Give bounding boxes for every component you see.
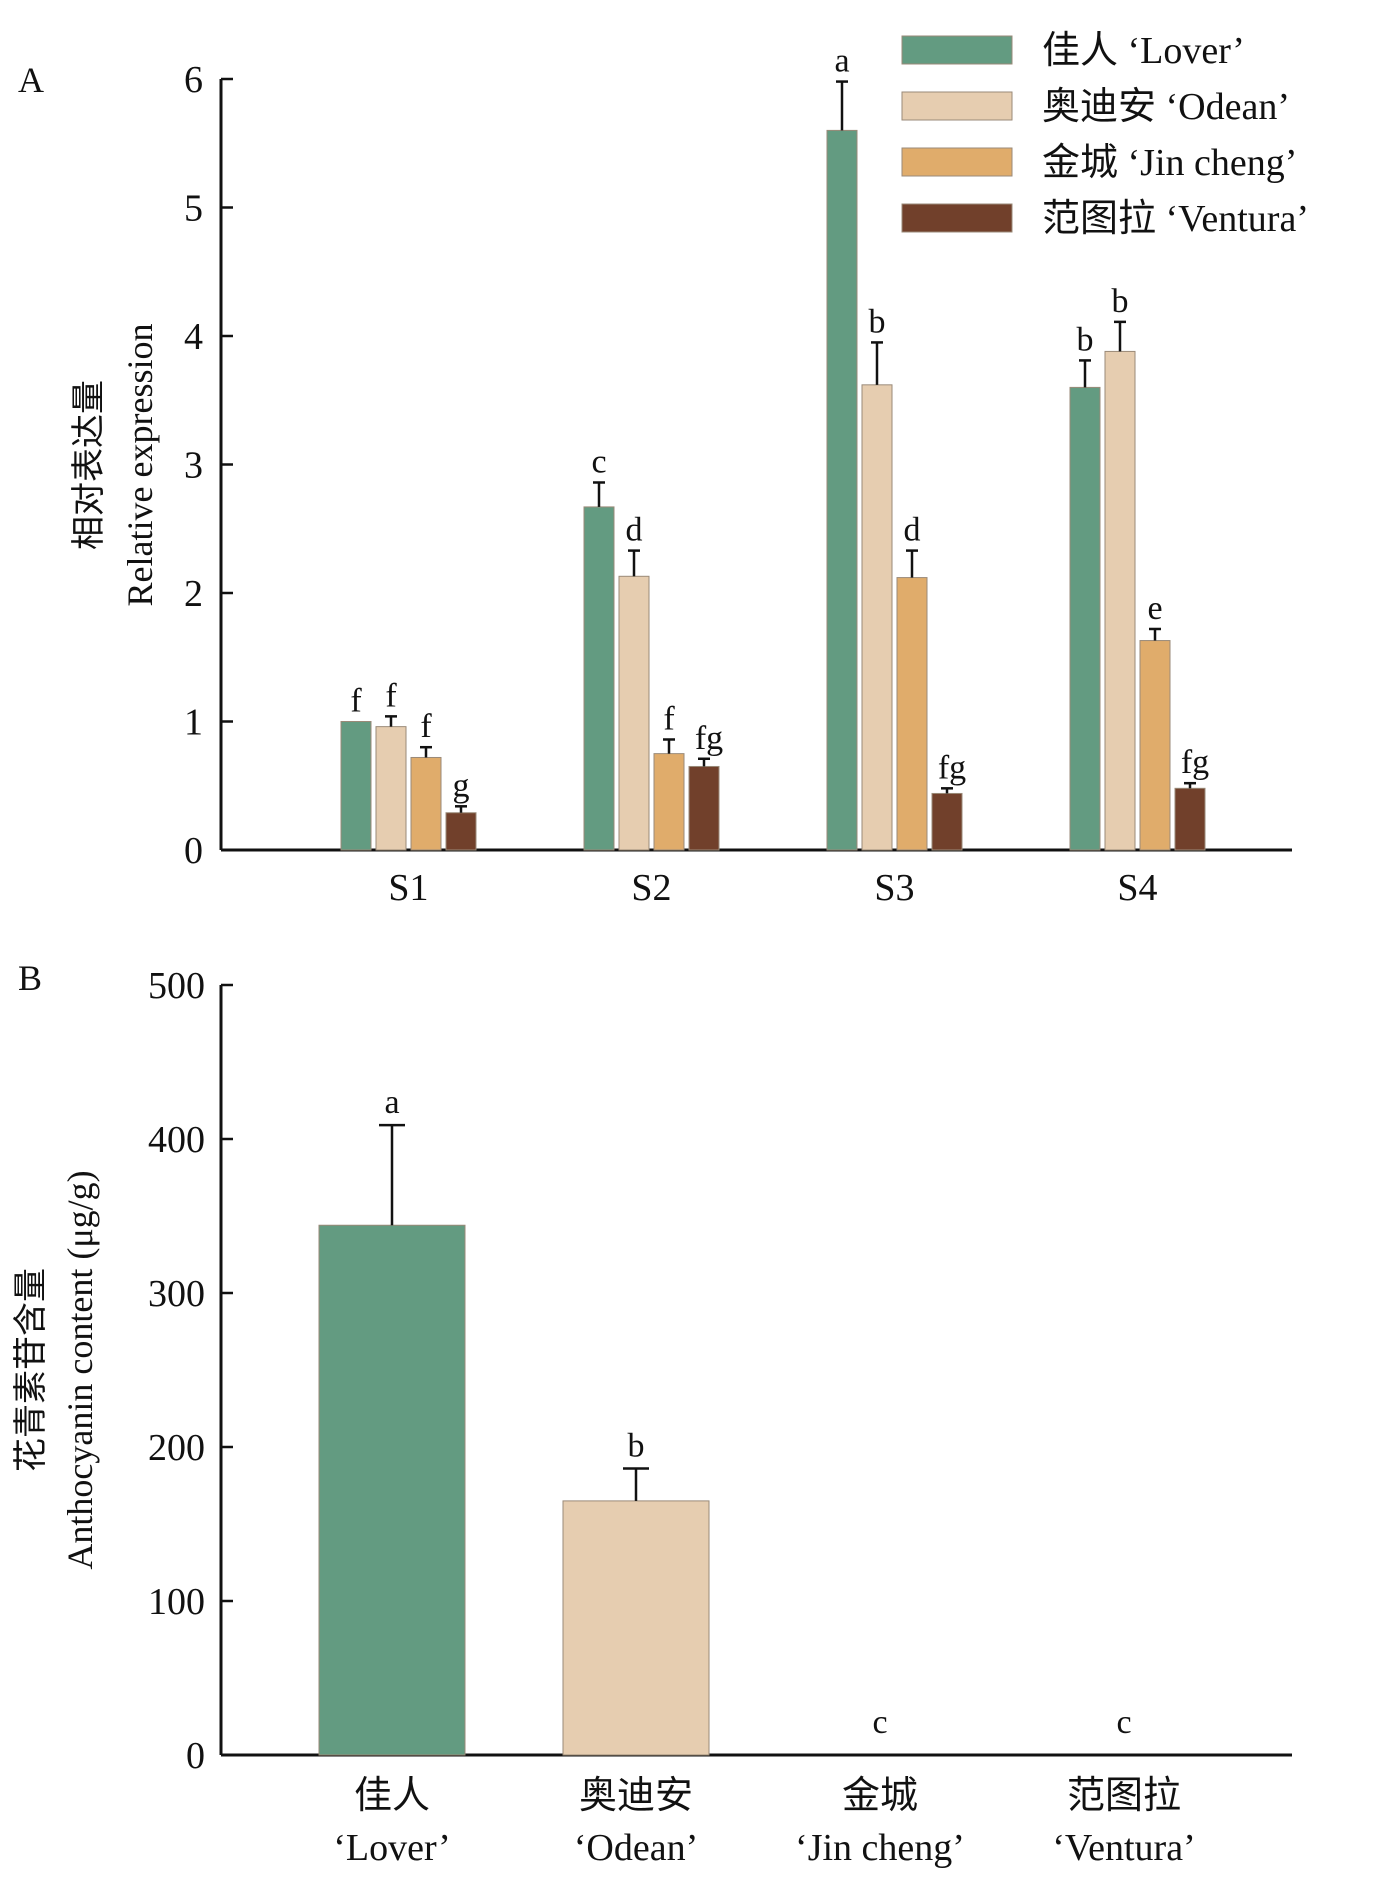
panel-a-bar [653,753,685,851]
panel-a-bar [375,726,407,851]
panel-a-y-tick-label: 2 [184,573,203,615]
legend-label: 范图拉 ‘Ventura’ [1042,198,1309,240]
panel-a-significance-letter: f [385,677,397,714]
panel-a-y-tick-label: 1 [184,702,203,744]
legend-swatch [901,203,1013,233]
panel-a-y-tick-label: 3 [184,445,203,487]
panel-b-significance-letter: b [628,1428,645,1465]
panel-a-bar [445,812,477,851]
panel-a-significance-letter: d [626,512,643,549]
panel-a-legend: 佳人 ‘Lover’ 奥迪安 ‘Odean’ 金城 ‘Jin cheng’ 范图拉 ‘… [901,30,1309,240]
panel-a-bar [861,384,893,851]
panel-b-significance-letter: c [872,1704,887,1741]
panel-a-y-tick-label: 4 [184,316,203,358]
panel-a-x-tick-label: S4 [1117,867,1157,909]
legend-label: 金城 ‘Jin cheng’ [1042,142,1297,184]
panel-a-significance-letter: b [1077,321,1094,358]
panel-b-y-tick-label: 300 [148,1273,205,1315]
panel-a-x-tick-label: S1 [388,867,428,909]
panel-b-significance-letter: a [384,1084,399,1121]
panel-b-significance-letter: c [1116,1704,1131,1741]
panel-a-significance-letter: a [834,43,849,80]
panel-a-significance-letter: fg [1181,744,1209,781]
panel-a-significance-letter: g [453,767,470,804]
panel-b-x-tick-label-en: ‘Lover’ [333,1827,450,1869]
panel-b-ylabel: 花青素苷含量 Anthocyanin content (μg/g) [12,1170,100,1569]
legend-label: 奥迪安 ‘Odean’ [1042,86,1290,128]
panel-a-significance-letter: f [350,683,362,720]
panel-b-y-tick-label: 100 [148,1581,205,1623]
panel-a-bar [688,765,720,851]
legend-swatch [901,147,1013,177]
legend-swatch [901,35,1013,65]
panel-a-y-tick-label: 0 [184,830,203,872]
panel-b-plot: 0 100 200 300 400 500 a 佳人 ‘Lover’ b 奥迪安 ‘Odean’ c 金城… [148,965,1292,1869]
panel-b-x-tick-label-cn: 范图拉 [1067,1775,1181,1817]
panel-b-y-tick-label: 500 [148,965,205,1007]
panel-a-x-tick-label: S2 [631,867,671,909]
panel-b-x-tick-label-cn: 金城 [842,1775,918,1817]
panel-a-y-tick-label: 5 [184,188,203,230]
panel-a-significance-letter: b [869,303,886,340]
panel-a-bar [826,129,858,851]
panel-b-x-tick-label-cn: 佳人 [354,1775,430,1817]
panel-b-y-tick-label: 0 [186,1735,205,1777]
panel-a-significance-letter: e [1147,590,1162,627]
panel-a-y-tick-label: 6 [184,59,203,101]
panel-a-bar [1174,787,1206,851]
panel-a-significance-letter: fg [938,749,966,786]
panel-a-bar [1104,350,1136,851]
panel-b-x-tick-label-en: ‘Ventura’ [1052,1827,1195,1869]
legend-swatch [901,91,1013,121]
panel-b-y-tick-label: 200 [148,1427,205,1469]
panel-a-bar [410,756,442,851]
panel-b-y-tick-label: 400 [148,1119,205,1161]
panel-b-bar [562,1500,710,1756]
panel-a-label: A [18,60,44,100]
panel-a-bar [896,577,928,851]
panel-a-significance-letter: fg [695,720,723,757]
panel-a-significance-letter: d [904,512,921,549]
panel-b-bar [318,1224,466,1756]
panel-a-ylabel: 相对表达量 Relative expression [70,324,160,607]
panel-b-x-tick-label-en: ‘Jin cheng’ [795,1827,965,1869]
panel-b-label: B [18,958,42,998]
panel-b-ylabel-en: Anthocyanin content (μg/g) [60,1170,100,1569]
panel-a-ylabel-cn: 相对表达量 [70,380,108,550]
panel-a-significance-letter: c [591,443,606,480]
panel-a-bar [1139,640,1171,851]
panel-a-bar [1069,386,1101,851]
panel-a-bar [340,721,372,851]
panel-a-significance-letter: b [1112,283,1129,320]
panel-a-significance-letter: f [663,700,675,737]
panel-b-x-tick-label-cn: 奥迪安 [579,1775,693,1817]
panel-a-bar [931,792,963,851]
panel-a-ylabel-en: Relative expression [120,324,160,607]
legend-label: 佳人 ‘Lover’ [1042,30,1245,72]
panel-a-bar [583,506,615,851]
panel-a-significance-letter: f [420,708,432,745]
panel-a-bar [618,575,650,851]
panel-b-ylabel-cn: 花青素苷含量 [12,1268,50,1472]
panel-a-x-tick-label: S3 [874,867,914,909]
panel-b-x-tick-label-en: ‘Odean’ [574,1827,698,1869]
